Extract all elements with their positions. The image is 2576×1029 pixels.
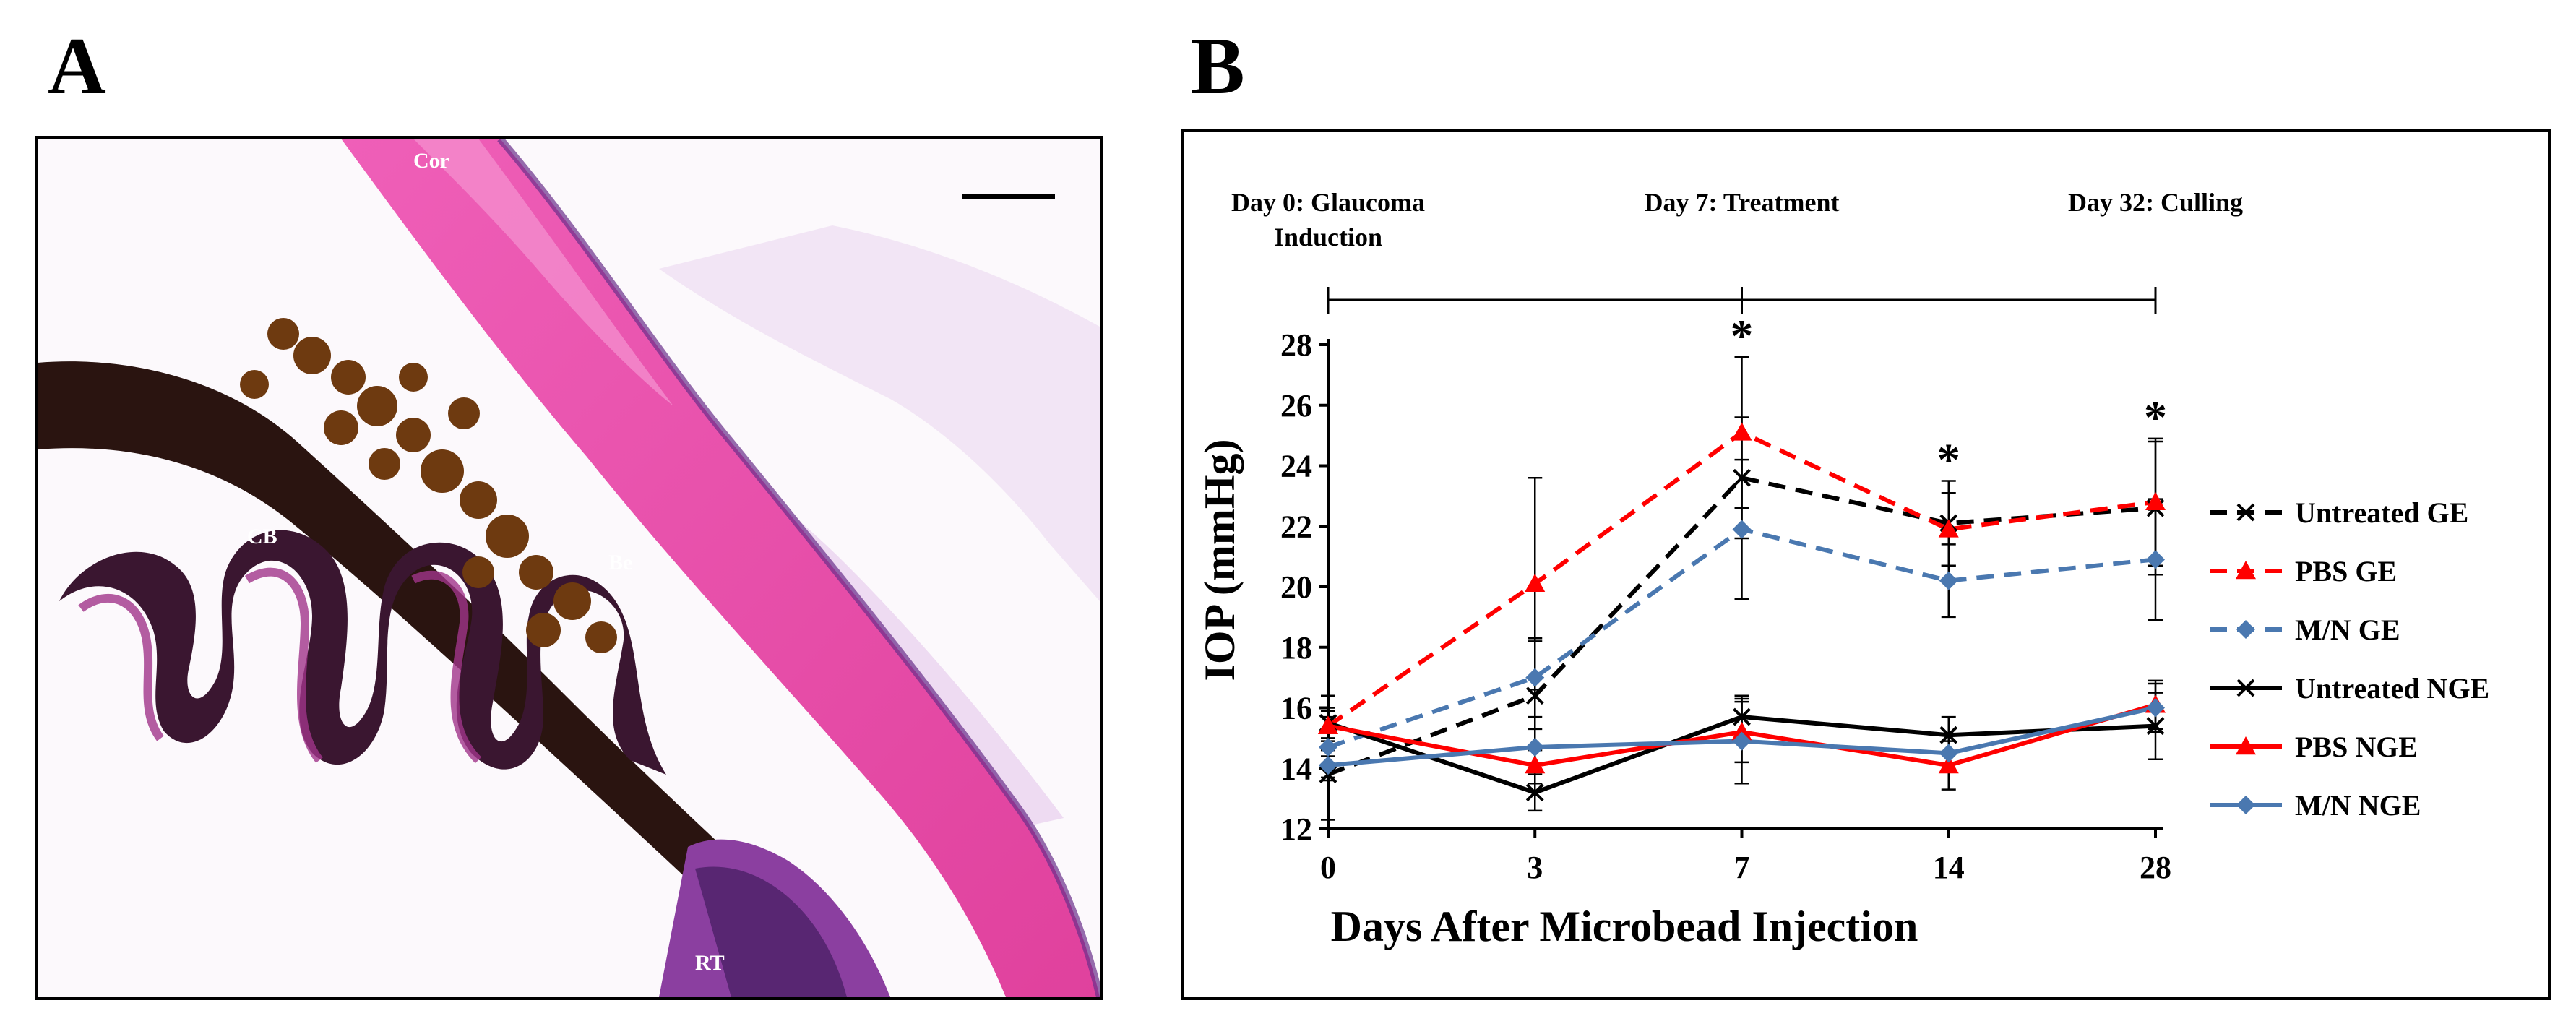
y-axis-label: IOP (mmHg): [1196, 439, 1244, 681]
y-tick-label: 16: [1280, 691, 1312, 726]
significance-star: *: [1937, 434, 1960, 485]
significance-star: *: [2144, 392, 2167, 443]
legend-label-pbs-ge: PBS GE: [2295, 555, 2397, 587]
y-tick-label: 12: [1280, 811, 1312, 847]
point-m-n-ge: [1732, 520, 1752, 539]
y-tick-label: 22: [1280, 509, 1312, 544]
pigmented-epithelium: [38, 361, 876, 997]
significance-star: *: [1731, 310, 1754, 361]
point-untreated-nge: [1939, 726, 1958, 744]
microbeads: [240, 318, 617, 653]
point-m-n-ge: [2146, 550, 2165, 569]
point-m-n-ge: [1939, 571, 1958, 590]
x-tick-label: 7: [1734, 850, 1750, 885]
point-untreated-ge: [1733, 468, 1751, 487]
panel-a-letter: A: [48, 22, 106, 111]
point-pbs-ge: [1938, 519, 1959, 538]
series-markers: [1318, 422, 2166, 802]
retina-nuclei: [695, 866, 847, 997]
timeline-label: Day 0: Glaucoma: [1231, 188, 1425, 217]
loose-stroma: [659, 225, 1100, 601]
point-m-n-nge: [1525, 737, 1545, 757]
legend-marker-m-n-nge: [2236, 796, 2255, 814]
retina-label: RT: [695, 951, 725, 975]
y-tick-label: 26: [1280, 388, 1312, 423]
legend-label-untreated-ge: Untreated GE: [2295, 496, 2468, 529]
point-pbs-nge: [1525, 755, 1546, 774]
x-tick-label: 0: [1320, 850, 1336, 885]
x-tick-label: 14: [1933, 850, 1965, 885]
timeline-label: Induction: [1274, 223, 1382, 251]
iop-chart-panel: Day 0: Glaucoma Induction Day 7: Treatment…: [1181, 129, 2551, 1000]
point-pbs-ge: [1525, 573, 1546, 593]
y-tick-label: 20: [1280, 569, 1312, 605]
point-untreated-nge: [1733, 707, 1751, 726]
legend-marker-pbs-nge: [2236, 736, 2256, 755]
cornea-label: Cor: [413, 149, 449, 173]
panel-b-letter: B: [1191, 22, 1245, 111]
point-m-n-nge: [1732, 731, 1752, 751]
y-tick-label: 14: [1280, 751, 1312, 786]
point-untreated-nge: [1525, 783, 1544, 802]
legend: Untreated GE PBS GE M/N GE Untreated NGE PBS…: [2210, 496, 2489, 822]
point-m-n-ge: [1525, 668, 1545, 687]
iop-chart: Day 0: Glaucoma Induction Day 7: Treatment…: [1196, 188, 2489, 950]
point-m-n-ge: [1319, 737, 1337, 757]
point-pbs-nge: [1731, 722, 1752, 741]
cornea-epithelium: [413, 139, 673, 406]
ciliary-body-label: CB: [247, 525, 277, 548]
point-pbs-nge: [1938, 755, 1959, 774]
legend-label-m-n-ge: M/N GE: [2295, 613, 2400, 646]
significance-markers: * * *: [1731, 310, 2168, 486]
axes: 12 14 16 18 20 22 24 26 28 0 3 7 14 28: [1280, 327, 2171, 885]
cornea-band: [341, 139, 1100, 997]
x-tick-label: 28: [2140, 850, 2171, 885]
legend-marker-pbs-ge: [2236, 561, 2256, 580]
legend-marker-untreated-nge: [2236, 679, 2255, 697]
legend-label-m-n-nge: M/N NGE: [2295, 789, 2421, 822]
timeline: Day 0: Glaucoma Induction Day 7: Treatment…: [1231, 188, 2243, 314]
point-untreated-nge: [2146, 717, 2165, 736]
legend-marker-m-n-ge: [2236, 620, 2255, 639]
timeline-label: Day 7: Treatment: [1645, 188, 1840, 217]
histology-image: Cor CB Be RT: [35, 136, 1103, 1000]
point-m-n-nge: [1939, 744, 1958, 763]
endothelium-line: [497, 139, 1100, 997]
beads-label: Be: [608, 551, 632, 574]
x-tick-label: 3: [1527, 850, 1543, 885]
point-pbs-nge: [1318, 715, 1338, 734]
point-pbs-ge: [2145, 491, 2166, 510]
legend-label-pbs-nge: PBS NGE: [2295, 731, 2418, 763]
y-tick-label: 28: [1280, 327, 1312, 363]
scale-bar: [962, 194, 1055, 199]
point-m-n-nge: [1319, 756, 1337, 775]
point-untreated-ge: [1525, 686, 1544, 705]
ciliary-epithelium: [78, 567, 482, 764]
y-tick-label: 18: [1280, 630, 1312, 666]
point-pbs-ge: [1731, 422, 1752, 441]
timeline-label: Day 32: Culling: [2068, 188, 2243, 217]
y-tick-label: 24: [1280, 449, 1312, 484]
point-m-n-nge: [2146, 698, 2165, 718]
legend-label-untreated-nge: Untreated NGE: [2295, 672, 2489, 705]
ciliary-processes: [59, 530, 666, 775]
legend-marker-untreated-ge: [2236, 503, 2255, 522]
histology-drawing: Cor CB Be RT: [38, 139, 1100, 997]
x-axis-label: Days After Microbead Injection: [1331, 903, 1918, 950]
